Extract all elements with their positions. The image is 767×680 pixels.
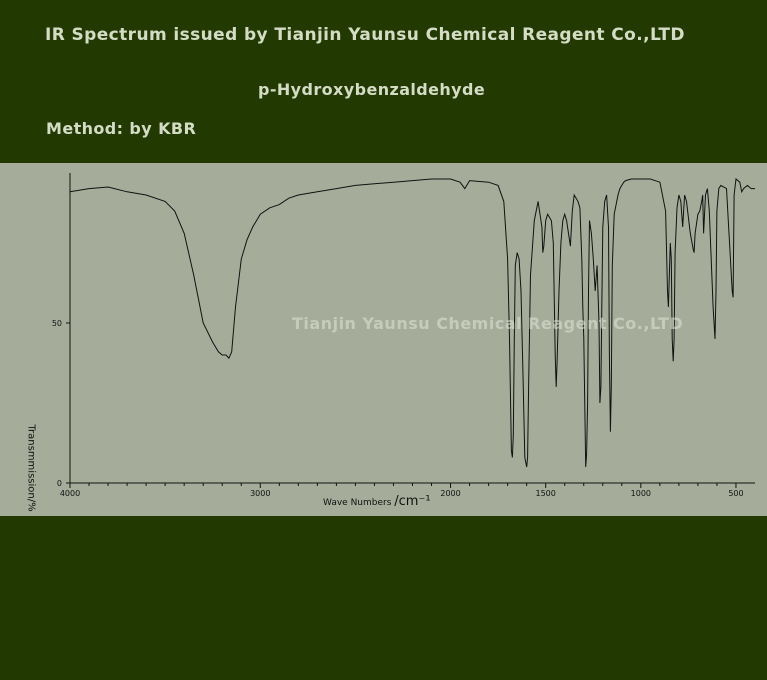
ir-spectrum-chart: 4000 3000 2000 1500 1000 500 0 50 (52, 173, 755, 498)
compound-name: p-Hydroxybenzaldehyde (258, 80, 486, 99)
x-tick-label: 500 (728, 489, 743, 498)
x-tick-label: 1500 (536, 489, 556, 498)
method-label: Method: by KBR (46, 119, 197, 138)
axis-ticks: 4000 3000 2000 1500 1000 500 0 50 (52, 319, 744, 498)
x-tick-label: 3000 (250, 489, 270, 498)
spectrum-panel: 4000 3000 2000 1500 1000 500 0 50 Tianjin Yauns… (0, 163, 767, 516)
x-axis-title: Wave Numbers (323, 498, 392, 508)
page-title: IR Spectrum issued by Tianjin Yaunsu Che… (45, 25, 685, 45)
watermark-text: Tianjin Yaunsu Chemical Reagent Co.,LTD (292, 314, 684, 333)
x-tick-label: 1000 (631, 489, 651, 498)
y-axis-label: Transmmission/% (25, 424, 37, 512)
spectrum-trace (69, 178, 755, 468)
y-tick-label: 50 (52, 319, 62, 328)
y-tick-label: 0 (57, 479, 62, 488)
x-tick-label: 4000 (60, 489, 80, 498)
x-axis-label: Wave Numbers /cm⁻¹ (323, 494, 431, 509)
x-tick-label: 2000 (440, 489, 460, 498)
x-axis-unit: /cm⁻¹ (394, 494, 431, 509)
